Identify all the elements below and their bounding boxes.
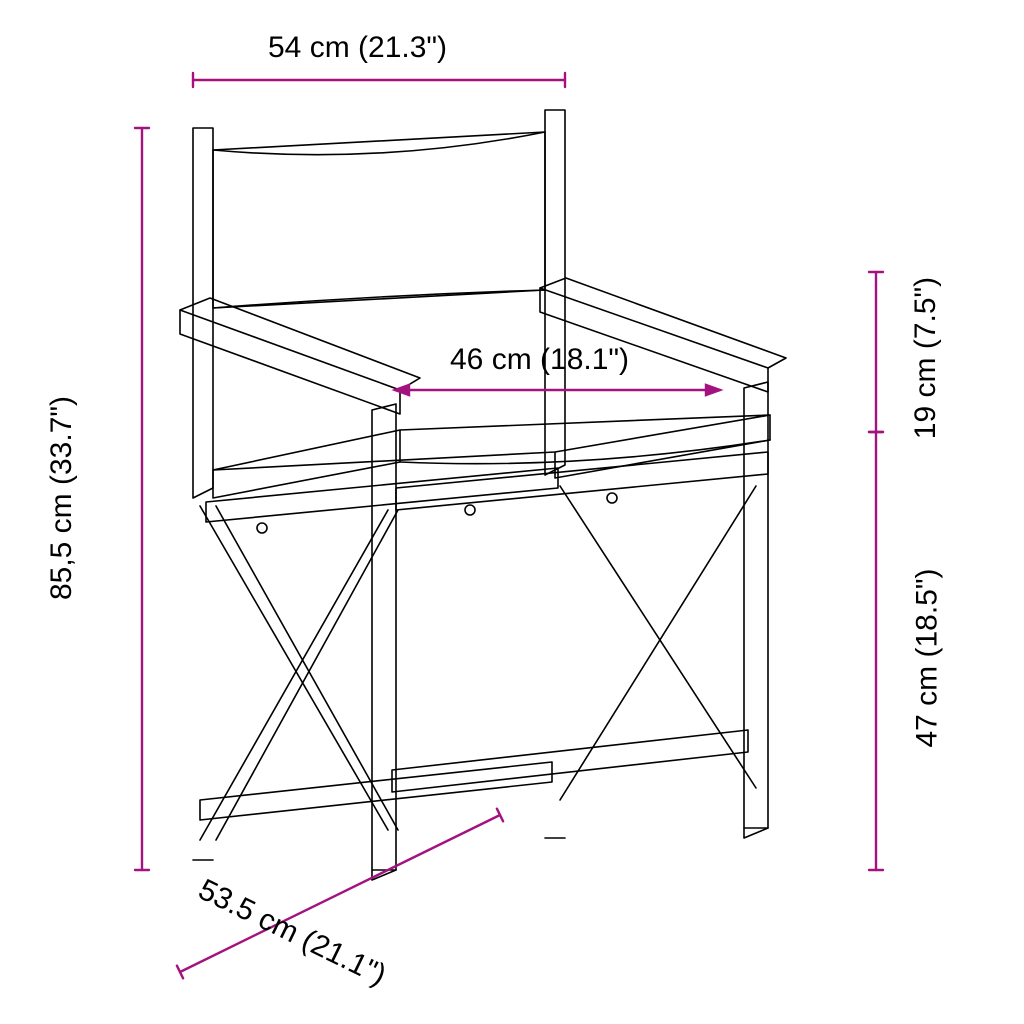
dim-seat-height: 47 cm (18.5"): [910, 568, 946, 747]
dim-seat-width: 46 cm (18.1"): [450, 342, 629, 378]
dim-top-width: 54 cm (21.3"): [268, 30, 447, 66]
dimension-lines: [0, 0, 1024, 1024]
dim-height: 85,5 cm (33.7"): [44, 396, 80, 600]
dim-arm-height: 19 cm (7.5"): [908, 277, 944, 439]
